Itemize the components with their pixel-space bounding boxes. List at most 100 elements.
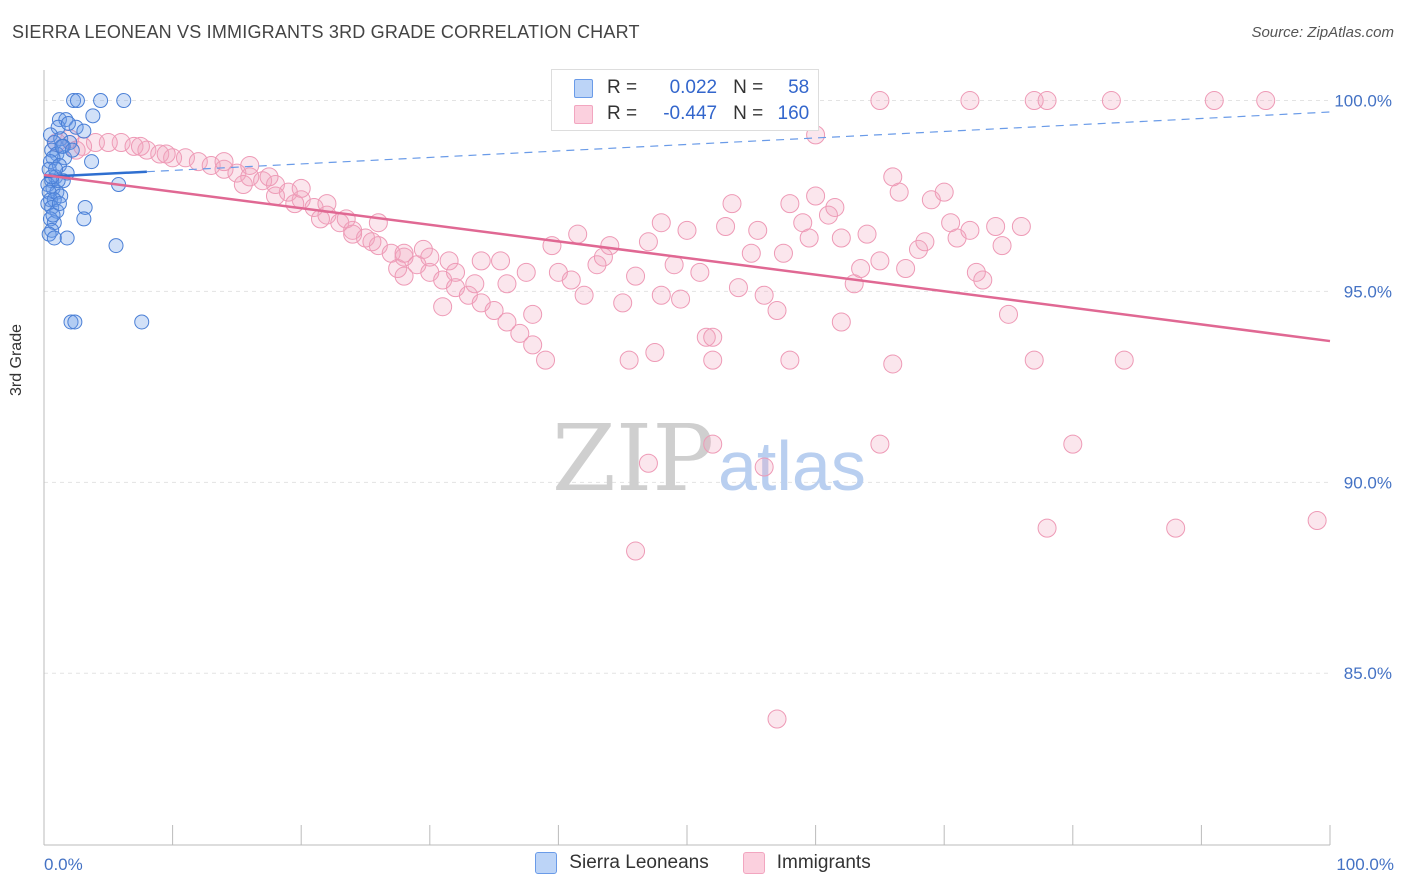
point-sierra-leoneans xyxy=(134,314,150,330)
point-sierra-leoneans xyxy=(108,238,124,254)
trend-lines xyxy=(43,111,1331,343)
n-label: N = xyxy=(733,103,764,124)
point-immigrants xyxy=(439,251,459,271)
x-tick-label: 100.0% xyxy=(1336,855,1394,874)
axes xyxy=(43,70,1331,846)
y-tick-label: 90.0% xyxy=(1344,473,1392,492)
point-immigrants xyxy=(870,251,890,271)
point-immigrants xyxy=(600,236,620,256)
point-sierra-leoneans xyxy=(77,199,93,215)
point-immigrants xyxy=(465,274,485,294)
point-sierra-leoneans xyxy=(66,93,82,109)
point-immigrants xyxy=(150,144,170,164)
r-value: -0.447 xyxy=(663,103,718,124)
point-immigrants xyxy=(516,262,536,282)
point-immigrants xyxy=(934,182,954,202)
point-immigrants xyxy=(851,259,871,279)
point-immigrants xyxy=(259,167,279,187)
trend-line-sierra-dashed xyxy=(146,111,1331,173)
point-immigrants xyxy=(986,217,1006,237)
point-immigrants xyxy=(1037,91,1057,111)
point-immigrants xyxy=(908,239,928,259)
point-immigrants xyxy=(645,343,665,363)
point-immigrants xyxy=(1307,510,1327,530)
point-immigrants xyxy=(574,285,594,305)
point-immigrants xyxy=(394,243,414,263)
point-immigrants xyxy=(394,266,414,286)
y-tick-label: 95.0% xyxy=(1344,282,1392,301)
point-immigrants xyxy=(883,354,903,374)
point-sierra-leoneans xyxy=(45,207,61,223)
point-immigrants xyxy=(568,224,588,244)
point-immigrants xyxy=(291,178,311,198)
point-immigrants xyxy=(446,262,466,282)
point-immigrants xyxy=(831,312,851,332)
legend-item-immigrants: Immigrants xyxy=(742,852,871,874)
point-immigrants xyxy=(780,350,800,370)
point-sierra-leoneans xyxy=(60,115,76,131)
point-immigrants xyxy=(214,159,234,179)
point-sierra-leoneans xyxy=(42,154,58,170)
point-immigrants xyxy=(619,350,639,370)
legend-item-sierra: Sierra Leoneans xyxy=(535,852,709,874)
point-sierra-leoneans xyxy=(68,119,84,135)
point-sierra-leoneans xyxy=(46,230,62,246)
point-immigrants xyxy=(523,335,543,355)
point-immigrants xyxy=(651,285,671,305)
point-immigrants xyxy=(638,232,658,252)
point-immigrants xyxy=(536,350,556,370)
point-immigrants xyxy=(240,155,260,175)
point-immigrants xyxy=(703,434,723,454)
point-immigrants xyxy=(728,278,748,298)
point-immigrants xyxy=(703,350,723,370)
point-immigrants xyxy=(124,136,144,156)
point-immigrants xyxy=(960,91,980,111)
n-label: N = xyxy=(733,77,764,98)
stats-legend: R = 0.022 N = 58 R = -0.447 N = 160 xyxy=(551,69,819,131)
point-immigrants xyxy=(484,301,504,321)
point-immigrants xyxy=(626,541,646,561)
point-immigrants xyxy=(716,217,736,237)
legend-swatch-pink xyxy=(574,104,593,124)
point-sierra-leoneans xyxy=(67,314,83,330)
point-immigrants xyxy=(825,197,845,217)
point-sierra-leoneans xyxy=(44,199,60,215)
n-value: 58 xyxy=(788,77,810,98)
chart-title: SIERRA LEONEAN VS IMMIGRANTS 3RD GRADE C… xyxy=(12,22,640,42)
r-label: R = xyxy=(607,103,638,124)
point-sierra-leoneans xyxy=(51,196,67,212)
point-immigrants xyxy=(1063,434,1083,454)
point-immigrants xyxy=(214,152,234,172)
point-immigrants xyxy=(1204,91,1224,111)
point-immigrants xyxy=(1011,217,1031,237)
point-sierra-leoneans xyxy=(93,93,109,109)
point-sierra-leoneans xyxy=(64,142,80,158)
point-immigrants xyxy=(587,255,607,275)
point-immigrants xyxy=(767,709,787,729)
point-immigrants xyxy=(748,220,768,240)
point-immigrants xyxy=(896,259,916,279)
point-sierra-leoneans xyxy=(76,211,92,227)
point-immigrants xyxy=(799,228,819,248)
point-immigrants xyxy=(497,312,517,332)
point-immigrants xyxy=(806,186,826,206)
point-immigrants xyxy=(626,266,646,286)
point-immigrants xyxy=(613,293,633,313)
point-immigrants xyxy=(433,297,453,317)
source-label: Source: ZipAtlas.com xyxy=(1251,24,1394,41)
series-legend: Sierra Leoneans Immigrants xyxy=(0,852,1406,874)
point-immigrants xyxy=(960,220,980,240)
watermark-zip: ZIP xyxy=(552,405,714,512)
point-sierra-leoneans xyxy=(84,154,100,170)
r-label: R = xyxy=(607,77,638,98)
legend-label: Immigrants xyxy=(776,852,871,873)
point-immigrants xyxy=(420,247,440,267)
point-immigrants xyxy=(188,152,208,172)
point-immigrants xyxy=(491,251,511,271)
point-immigrants xyxy=(343,224,363,244)
point-immigrants xyxy=(593,247,613,267)
point-sierra-leoneans xyxy=(76,123,92,139)
legend-row-sierra: R = 0.022 N = 58 xyxy=(574,76,815,100)
point-immigrants xyxy=(941,213,961,233)
